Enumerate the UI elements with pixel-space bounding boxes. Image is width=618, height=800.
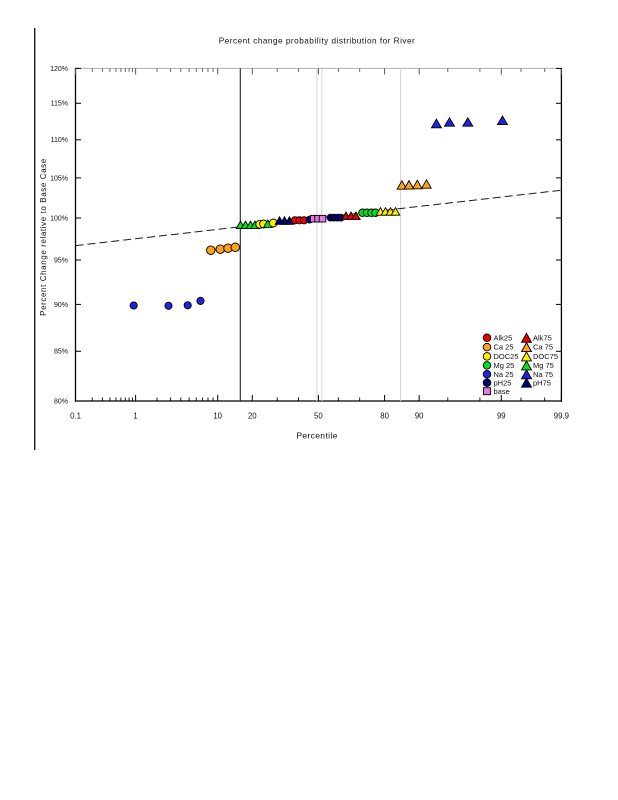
svg-text:Alk25: Alk25	[494, 333, 513, 342]
svg-text:Ca 25: Ca 25	[494, 343, 514, 352]
svg-text:100%: 100%	[50, 215, 68, 222]
svg-text:10: 10	[213, 412, 222, 421]
svg-text:20: 20	[248, 412, 257, 421]
svg-text:1: 1	[133, 412, 137, 421]
svg-text:Alk75: Alk75	[533, 333, 552, 342]
svg-text:Ca 75: Ca 75	[533, 343, 553, 352]
svg-text:pH75: pH75	[533, 378, 551, 387]
svg-text:105%: 105%	[50, 175, 68, 182]
svg-text:80: 80	[380, 412, 389, 421]
svg-text:99: 99	[497, 412, 506, 421]
svg-text:85%: 85%	[54, 349, 68, 356]
svg-text:base: base	[494, 387, 510, 396]
svg-text:120%: 120%	[50, 66, 68, 73]
svg-text:90: 90	[415, 412, 424, 421]
svg-text:Na 25: Na 25	[494, 370, 514, 379]
svg-text:Mg 25: Mg 25	[494, 361, 515, 370]
svg-text:115%: 115%	[51, 101, 68, 108]
svg-text:Percentile: Percentile	[296, 431, 337, 441]
svg-text:0.1: 0.1	[70, 412, 81, 421]
svg-text:50: 50	[314, 412, 323, 421]
svg-text:DOC25: DOC25	[494, 352, 519, 361]
svg-text:Percent change probability dis: Percent change probability distribution …	[219, 37, 416, 46]
svg-text:Percent Change relative to Bas: Percent Change relative to Base Case	[39, 158, 48, 316]
svg-text:95%: 95%	[54, 257, 68, 264]
svg-text:DOC75: DOC75	[533, 352, 558, 361]
svg-text:110%: 110%	[51, 137, 68, 144]
svg-text:Mg 75: Mg 75	[533, 361, 554, 370]
svg-text:90%: 90%	[54, 302, 68, 309]
svg-text:99.9: 99.9	[554, 412, 569, 421]
svg-text:pH25: pH25	[494, 378, 512, 387]
svg-text:Na 75: Na 75	[533, 370, 553, 379]
svg-text:80%: 80%	[54, 398, 68, 405]
